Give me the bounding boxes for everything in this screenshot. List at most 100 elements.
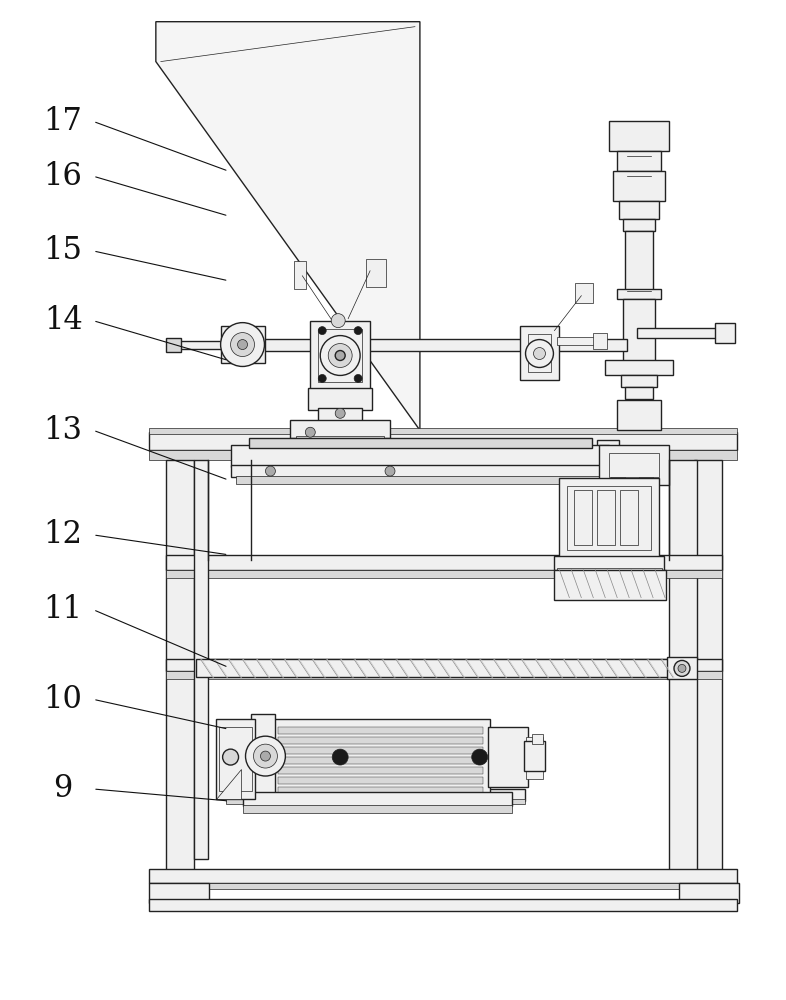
Circle shape (266, 466, 275, 476)
Text: 9: 9 (53, 773, 73, 804)
Circle shape (354, 327, 362, 335)
Bar (296, 436, 384, 444)
Bar (679, 883, 739, 903)
Bar (554, 556, 664, 570)
Bar (526, 737, 543, 779)
Circle shape (526, 340, 553, 367)
Bar (243, 805, 512, 813)
Bar (520, 326, 560, 380)
Circle shape (329, 344, 352, 367)
Bar (278, 737, 483, 744)
Bar (233, 339, 627, 351)
Bar (612, 477, 625, 485)
Bar (318, 329, 362, 382)
Circle shape (254, 744, 277, 768)
Bar (531, 734, 543, 744)
Bar (669, 460, 697, 879)
Bar (593, 333, 608, 349)
Text: 10: 10 (44, 684, 83, 715)
Bar (215, 719, 255, 799)
Bar (278, 777, 483, 784)
Bar (149, 883, 208, 903)
Bar (625, 231, 653, 291)
Text: 14: 14 (44, 305, 83, 336)
Bar (230, 465, 609, 477)
Circle shape (674, 660, 690, 676)
Bar (294, 261, 307, 289)
Bar (310, 321, 370, 390)
Bar (597, 490, 615, 545)
Bar (270, 719, 490, 794)
Circle shape (332, 749, 348, 765)
Bar (149, 869, 736, 883)
Circle shape (335, 408, 345, 418)
Circle shape (335, 351, 345, 360)
Bar (527, 334, 552, 372)
Bar (366, 259, 386, 287)
Circle shape (472, 749, 487, 765)
Bar (714, 323, 735, 343)
Bar (149, 428, 736, 434)
Bar (617, 289, 661, 299)
Bar (290, 420, 390, 438)
Bar (619, 201, 659, 219)
Bar (523, 741, 545, 771)
Bar (166, 555, 722, 570)
Bar (597, 440, 619, 525)
Bar (308, 388, 372, 410)
Bar (554, 570, 666, 600)
Circle shape (331, 314, 345, 328)
Circle shape (237, 340, 248, 350)
Bar (637, 328, 717, 338)
Circle shape (320, 336, 360, 375)
Circle shape (230, 333, 255, 357)
Text: 16: 16 (44, 161, 83, 192)
Bar (613, 171, 665, 201)
Bar (278, 757, 483, 764)
Bar (149, 432, 736, 450)
Circle shape (354, 374, 362, 382)
Bar (243, 792, 512, 806)
Bar (278, 767, 483, 774)
Bar (221, 326, 266, 363)
Bar (278, 727, 483, 734)
Bar (487, 727, 527, 787)
Bar (639, 477, 653, 485)
Bar (694, 460, 722, 879)
Bar (605, 360, 673, 375)
Bar (166, 671, 722, 679)
Bar (166, 570, 722, 578)
Bar (166, 659, 722, 671)
Bar (236, 476, 604, 484)
Bar (567, 486, 651, 550)
Circle shape (260, 751, 270, 761)
Circle shape (318, 327, 326, 335)
Bar (621, 375, 657, 387)
Bar (599, 445, 669, 485)
Bar (617, 400, 661, 430)
Bar (625, 387, 653, 399)
Text: 17: 17 (44, 106, 83, 137)
Bar (149, 899, 736, 911)
Text: 11: 11 (44, 594, 83, 625)
Circle shape (245, 736, 285, 776)
Circle shape (221, 323, 264, 366)
Bar (623, 299, 655, 363)
Bar (560, 478, 659, 558)
Bar (226, 789, 524, 801)
Bar (149, 450, 736, 460)
Bar (248, 438, 593, 448)
Bar (318, 408, 362, 423)
Text: 13: 13 (44, 415, 83, 446)
Circle shape (305, 427, 315, 437)
Bar (557, 337, 595, 345)
Bar (623, 219, 655, 231)
Circle shape (385, 466, 395, 476)
Bar (557, 568, 662, 576)
Bar (166, 460, 193, 879)
Text: 15: 15 (44, 235, 83, 266)
Bar (230, 445, 609, 467)
Bar (196, 659, 669, 677)
Bar (176, 341, 223, 349)
Bar (278, 787, 483, 794)
